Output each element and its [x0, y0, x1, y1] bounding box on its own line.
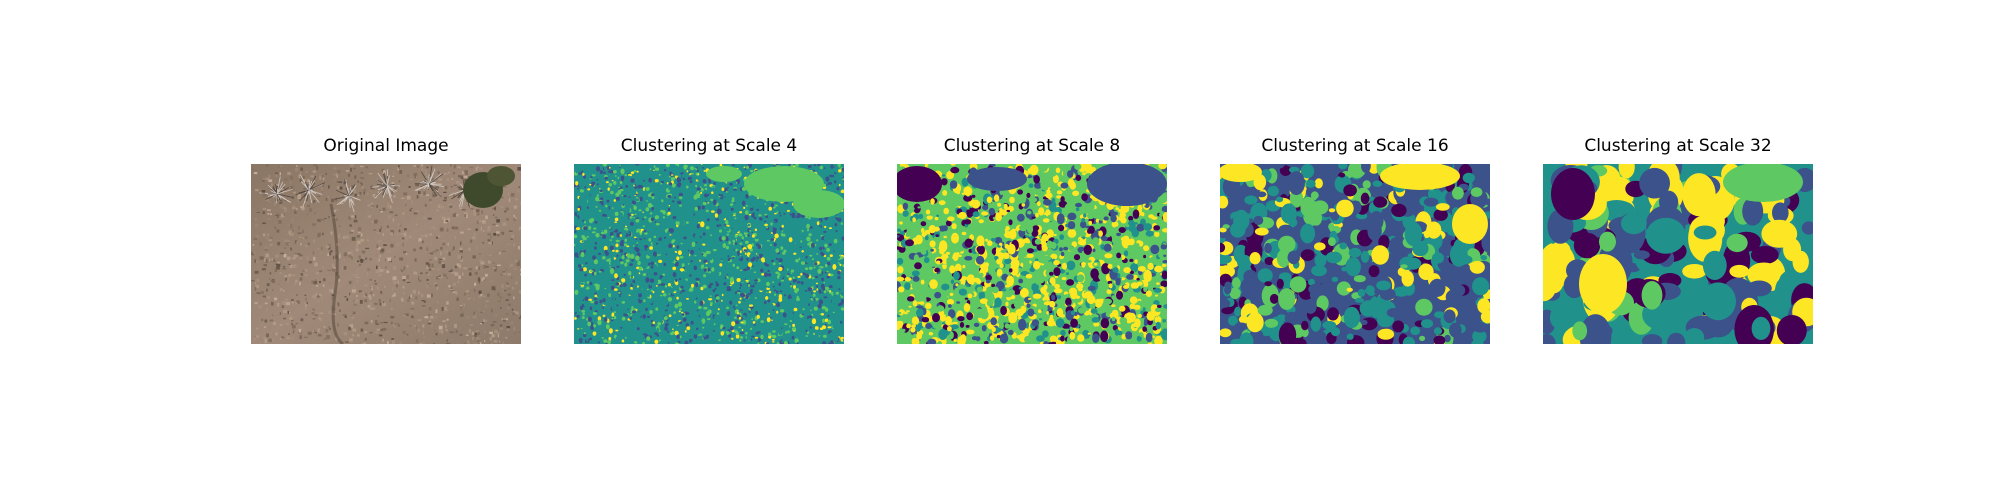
original-aerial-photo [251, 164, 521, 344]
panel-cluster-scale-8: Clustering at Scale 8 [897, 136, 1167, 344]
panel-title: Clustering at Scale 4 [620, 136, 798, 156]
panel-title: Clustering at Scale 16 [1261, 136, 1449, 156]
cluster-map-scale-4 [574, 164, 844, 344]
cluster-map-scale-32 [1543, 164, 1813, 344]
cluster-map-scale-16 [1220, 164, 1490, 344]
panel-title: Clustering at Scale 32 [1584, 136, 1772, 156]
panel-title: Clustering at Scale 8 [943, 136, 1121, 156]
panel-cluster-scale-4: Clustering at Scale 4 [574, 136, 844, 344]
panel-cluster-scale-32: Clustering at Scale 32 [1543, 136, 1813, 344]
panel-title: Original Image [323, 136, 449, 156]
cluster-map-scale-8 [897, 164, 1167, 344]
panel-original-image: Original Image [251, 136, 521, 344]
panel-cluster-scale-16: Clustering at Scale 16 [1220, 136, 1490, 344]
